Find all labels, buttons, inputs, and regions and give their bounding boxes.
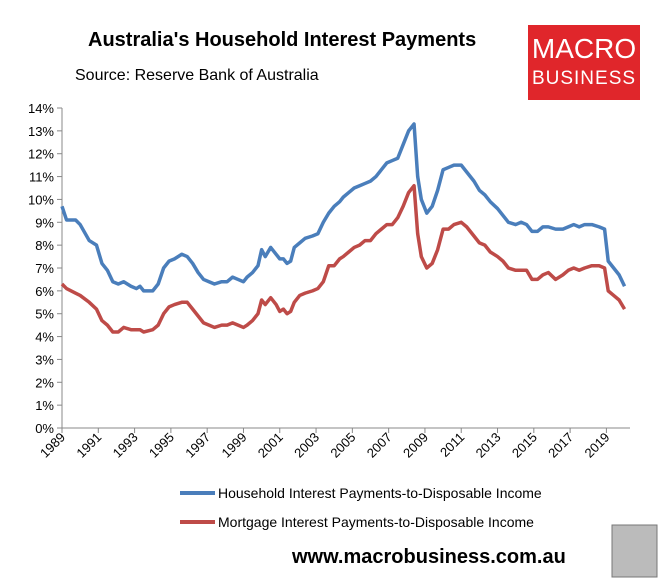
y-tick-label: 14% [28,101,54,116]
x-tick-label: 2003 [291,430,322,461]
y-tick-label: 8% [35,238,54,253]
x-tick-label: 2007 [364,430,395,461]
x-tick-label: 1997 [182,430,213,461]
x-tick-label: 2011 [437,430,467,460]
x-tick-label: 2005 [327,430,358,461]
chart-subtitle: Source: Reserve Bank of Australia [75,67,319,84]
x-tick-label: 2001 [255,430,286,461]
y-tick-label: 1% [35,398,54,413]
website: www.macrobusiness.com.au [291,546,566,568]
fox-image [611,524,658,578]
y-tick-label: 2% [35,375,54,390]
x-tick-label: 1999 [219,430,250,461]
x-tick-label: 2009 [400,430,431,461]
y-tick-label: 4% [35,330,54,345]
y-tick-label: 10% [28,192,54,207]
legend-label: Household Interest Payments-to-Disposabl… [218,485,542,501]
legend-label: Mortgage Interest Payments-to-Disposable… [218,514,534,530]
x-tick-label: 1993 [110,430,141,461]
y-tick-label: 5% [35,307,54,322]
x-tick-label: 2015 [509,430,540,461]
y-tick-label: 9% [35,215,54,230]
y-tick-label: 12% [28,147,54,162]
x-tick-label: 1991 [73,430,104,461]
logo-box [528,25,640,100]
y-tick-label: 7% [35,261,54,276]
y-tick-label: 3% [35,352,54,367]
series-line [60,183,627,334]
x-tick-label: 2013 [473,430,504,461]
y-tick-label: 11% [29,170,54,185]
y-tick-label: 13% [28,124,54,139]
x-tick-label: 2017 [545,430,576,461]
y-tick-label: 0% [35,421,54,436]
logo-text: MACRO [532,33,636,64]
y-tick-label: 6% [35,284,54,299]
logo-text: BUSINESS [532,68,636,89]
chart-title: Australia's Household Interest Payments [88,29,476,51]
x-tick-label: 1995 [146,430,177,461]
series-line [60,122,627,293]
x-tick-label: 2019 [581,430,612,461]
